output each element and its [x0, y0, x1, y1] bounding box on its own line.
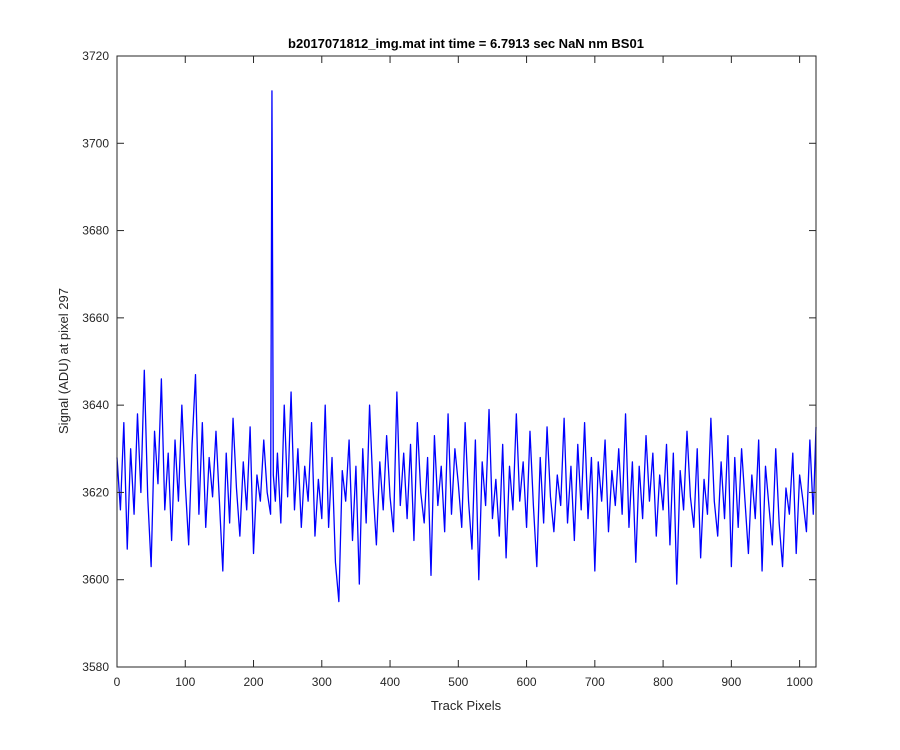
- series-layer: [116, 90, 817, 603]
- x-tick-label: 900: [721, 675, 741, 689]
- x-tick-label: 700: [585, 675, 605, 689]
- y-axis-label: Signal (ADU) at pixel 297: [56, 288, 71, 434]
- y-tick-label: 3640: [82, 398, 109, 412]
- x-tick-label: 200: [244, 675, 264, 689]
- ticks-layer: [116, 55, 816, 668]
- y-tick-label: 3700: [82, 136, 109, 150]
- x-tick-label: 400: [380, 675, 400, 689]
- x-tick-label: 300: [312, 675, 332, 689]
- x-tick-label: 600: [517, 675, 537, 689]
- x-tick-label: 0: [114, 675, 121, 689]
- y-tick-label: 3600: [82, 573, 109, 587]
- y-tick-label: 3720: [82, 49, 109, 63]
- x-tick-label: 800: [653, 675, 673, 689]
- tick-labels-layer: 0 100 200 300 400 500 600 700 800 900 1000 3580 3600…: [82, 49, 813, 689]
- y-tick-label: 3660: [82, 311, 109, 325]
- x-tick-label: 100: [175, 675, 195, 689]
- x-tick-label: 1000: [786, 675, 813, 689]
- y-tick-label: 3680: [82, 224, 109, 238]
- axes-background: [117, 56, 816, 667]
- axes-box: [116, 55, 817, 668]
- series-line-0: [116, 90, 817, 603]
- chart-title: b2017071812_img.mat int time = 6.7913 se…: [288, 36, 644, 51]
- y-tick-label: 3580: [82, 660, 109, 674]
- x-tick-label: 500: [448, 675, 468, 689]
- x-axis-label: Track Pixels: [431, 698, 502, 713]
- y-tick-label: 3620: [82, 485, 109, 499]
